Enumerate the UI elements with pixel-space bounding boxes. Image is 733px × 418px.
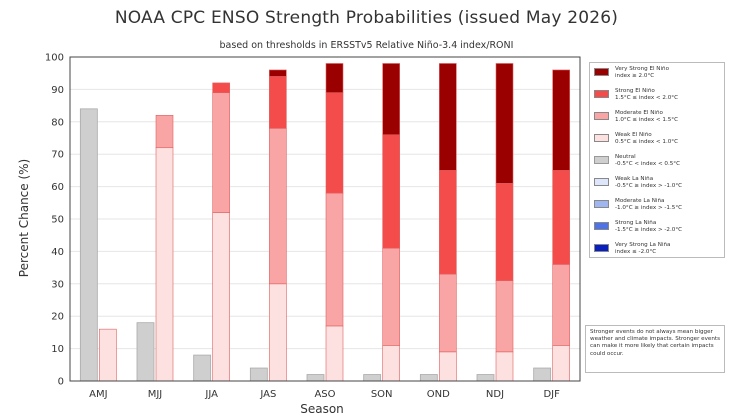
- legend-label: Strong La Niña -1.5°C ≥ index > -2.0°C: [615, 220, 683, 233]
- y-axis-label: Percent Chance (%): [17, 159, 31, 277]
- y-tick-label: 40: [51, 247, 64, 258]
- bar-weak-el-ni-omjj: [155, 147, 174, 382]
- y-tick-label: 80: [51, 117, 64, 128]
- bar-neutral-ndj: [476, 374, 495, 382]
- legend-swatch: [594, 68, 609, 76]
- legend-label: Very Strong El Niño index ≥ 2.0°C: [615, 66, 670, 79]
- chart-subtitle: based on thresholds in ERSSTv5 Relative …: [219, 40, 514, 51]
- bar-strong-el-ni-oond: [439, 170, 457, 275]
- legend-swatch: [594, 178, 609, 186]
- legend-entry: Very Strong El Niño index ≥ 2.0°C: [594, 66, 720, 85]
- bar-strong-el-ni-ojas: [269, 76, 287, 129]
- y-tick-label: 30: [51, 279, 64, 290]
- bar-moderate-el-ni-omjj: [155, 115, 174, 149]
- legend-entry: Very Strong La Niña index ≤ -2.0°C: [594, 242, 720, 261]
- legend-entry: Moderate La Niña -1.0°C ≥ index > -1.5°C: [594, 198, 720, 217]
- legend-label: Strong El Niño 1.5°C ≤ index < 2.0°C: [615, 88, 678, 101]
- x-tick-label: SON: [371, 389, 393, 400]
- legend-label: Moderate El Niño 1.0°C ≤ index < 1.5°C: [615, 110, 678, 123]
- impacts-note: Stronger events do not always mean bigge…: [585, 325, 725, 373]
- bar-neutral-mjj: [136, 322, 155, 382]
- legend-entry: Strong El Niño 1.5°C ≤ index < 2.0°C: [594, 88, 720, 107]
- legend-swatch: [594, 200, 609, 208]
- x-tick-label: ASO: [314, 389, 335, 400]
- y-tick-label: 100: [45, 53, 64, 64]
- y-tick-label: 0: [58, 377, 64, 388]
- bar-moderate-el-ni-ojas: [269, 127, 287, 285]
- legend-swatch: [594, 112, 609, 120]
- x-tick-label: JAS: [259, 389, 276, 400]
- legend-swatch: [594, 134, 609, 142]
- legend-label: Very Strong La Niña index ≤ -2.0°C: [615, 242, 671, 255]
- x-tick-label: JJA: [204, 389, 218, 400]
- legend-swatch: [594, 90, 609, 98]
- bar-strong-el-ni-odjf: [552, 170, 570, 265]
- bar-weak-el-ni-ojja: [212, 212, 230, 382]
- y-tick-label: 90: [51, 85, 64, 96]
- legend-entry: Neutral -0.5°C < index < 0.5°C: [594, 154, 720, 173]
- bar-moderate-el-ni-odjf: [552, 264, 570, 346]
- chart-title: NOAA CPC ENSO Strength Probabilities (is…: [114, 8, 619, 28]
- x-tick-label: OND: [427, 389, 450, 400]
- bar-weak-el-ni-ondj: [495, 351, 514, 382]
- bar-moderate-el-ni-oaso: [325, 192, 344, 327]
- plot-frame: [69, 56, 581, 382]
- axes: 0 10 20 30 40 50 60 70 80 90 100 AMJ MJJ JJA JAS ASO SON…: [45, 53, 581, 400]
- legend: Very Strong El Niño index ≥ 2.0°C Strong E…: [589, 62, 725, 258]
- bar-very-strong-el-ni-oaso: [325, 63, 344, 93]
- legend-swatch: [594, 222, 609, 230]
- bar-neutral-jja: [193, 354, 212, 382]
- bar-moderate-el-ni-ojja: [212, 92, 230, 213]
- bar-moderate-el-ni-ondj: [495, 280, 514, 353]
- bar-very-strong-el-ni-ojas: [269, 69, 287, 77]
- legend-swatch: [594, 156, 609, 164]
- bar-neutral-jas: [249, 367, 268, 382]
- x-tick-label: NDJ: [486, 389, 504, 400]
- legend-entry: Weak La Niña -0.5°C ≥ index > -1.0°C: [594, 176, 720, 195]
- bar-strong-el-ni-ondj: [495, 183, 514, 281]
- bar-weak-el-ni-oaso: [325, 325, 344, 382]
- bar-neutral-aso: [306, 374, 325, 382]
- y-tick-label: 70: [51, 150, 64, 161]
- bar-moderate-el-ni-oson: [382, 247, 400, 346]
- bars: [79, 63, 570, 382]
- x-tick-label: AMJ: [89, 389, 107, 400]
- legend-entry: Moderate El Niño 1.0°C ≤ index < 1.5°C: [594, 110, 720, 129]
- y-tick-label: 60: [51, 182, 64, 193]
- legend-entry: Strong La Niña -1.5°C ≥ index > -2.0°C: [594, 220, 720, 239]
- y-tick-label: 10: [51, 344, 64, 355]
- legend-swatch: [594, 244, 609, 252]
- bar-very-strong-el-ni-ondj: [495, 63, 514, 184]
- bar-neutral-djf: [533, 367, 552, 382]
- legend-label: Weak La Niña -0.5°C ≥ index > -1.0°C: [615, 176, 683, 189]
- x-tick-label: MJJ: [148, 389, 163, 400]
- bar-strong-el-ni-oson: [382, 134, 400, 249]
- legend-label: Moderate La Niña -1.0°C ≥ index > -1.5°C: [615, 198, 683, 211]
- bar-very-strong-el-ni-odjf: [552, 69, 570, 171]
- legend-label: Weak El Niño 0.5°C ≤ index < 1.0°C: [615, 132, 678, 145]
- bar-weak-el-ni-oamj: [99, 328, 117, 382]
- legend-label: Neutral -0.5°C < index < 0.5°C: [615, 154, 681, 167]
- bar-very-strong-el-ni-oond: [439, 63, 457, 171]
- bar-neutral-ond: [419, 374, 438, 382]
- legend-entry: Weak El Niño 0.5°C ≤ index < 1.0°C: [594, 132, 720, 151]
- x-tick-label: DJF: [543, 389, 560, 400]
- bar-moderate-el-ni-oond: [439, 273, 457, 353]
- x-axis-label: Season: [300, 402, 344, 416]
- bar-very-strong-el-ni-oson: [382, 63, 400, 136]
- y-tick-label: 20: [51, 312, 64, 323]
- bar-neutral-amj: [79, 108, 98, 382]
- bar-weak-el-ni-ojas: [269, 283, 287, 382]
- bar-weak-el-ni-oond: [439, 351, 457, 382]
- bar-strong-el-ni-oaso: [325, 92, 344, 194]
- bar-strong-el-ni-ojja: [212, 82, 230, 93]
- bar-weak-el-ni-odjf: [552, 345, 570, 382]
- y-tick-label: 50: [51, 215, 64, 226]
- bar-weak-el-ni-oson: [382, 345, 400, 382]
- bar-neutral-son: [363, 374, 382, 382]
